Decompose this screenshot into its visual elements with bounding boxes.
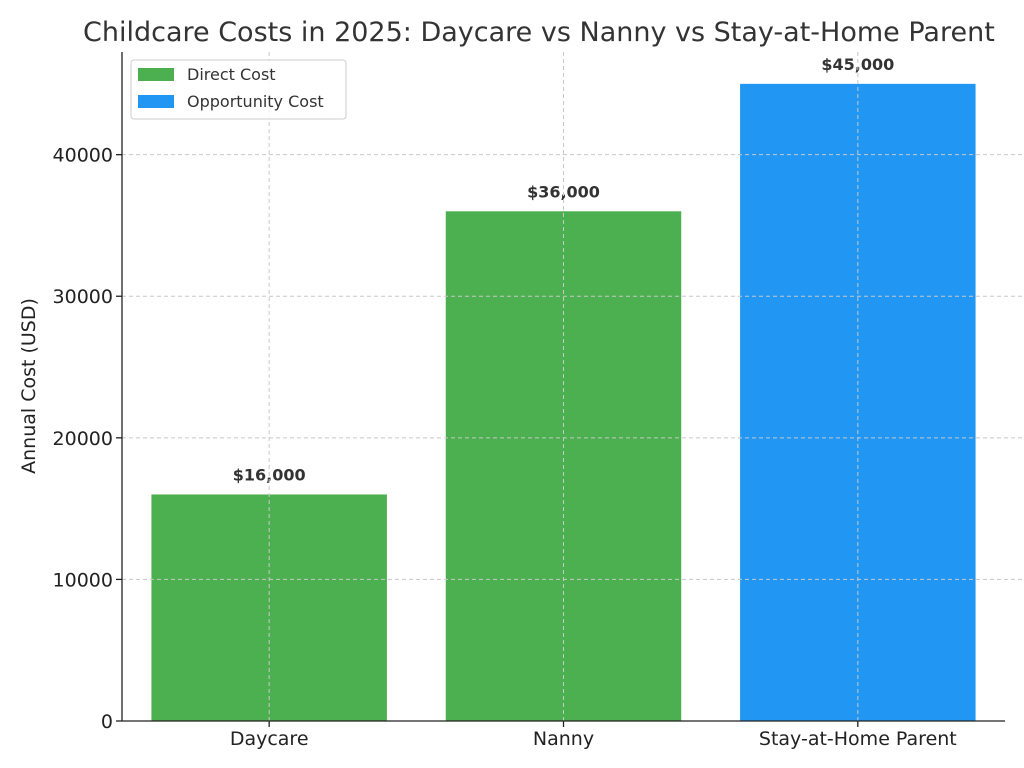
x-tick-label: Nanny bbox=[533, 728, 594, 750]
y-tick-label: 10000 bbox=[53, 569, 113, 591]
y-tick-label: 40000 bbox=[53, 145, 113, 167]
grid bbox=[122, 52, 1024, 721]
legend-box bbox=[130, 59, 347, 120]
legend: Direct Cost Opportunity Cost bbox=[130, 59, 347, 120]
x-tick-label: Stay-at-Home Parent bbox=[759, 728, 957, 750]
bar-value-label: $36,000 bbox=[527, 182, 600, 201]
axes: 0 10000 20000 30000 40000 Daycare Nanny Stay-at… bbox=[53, 52, 1005, 750]
chart-title: Childcare Costs in 2025: Daycare vs Nann… bbox=[83, 17, 995, 48]
legend-label-opportunity: Opportunity Cost bbox=[187, 92, 324, 111]
bar-value-label: $45,000 bbox=[821, 55, 894, 74]
legend-label-direct: Direct Cost bbox=[187, 65, 276, 84]
y-axis-label: Annual Cost (USD) bbox=[18, 298, 40, 474]
y-tick-label: 0 bbox=[101, 711, 113, 733]
legend-swatch-opportunity bbox=[138, 95, 174, 108]
x-tick-label: Daycare bbox=[230, 728, 309, 750]
y-tick-label: 30000 bbox=[53, 286, 113, 308]
y-tick-label: 20000 bbox=[53, 428, 113, 450]
legend-swatch-direct bbox=[138, 68, 174, 81]
